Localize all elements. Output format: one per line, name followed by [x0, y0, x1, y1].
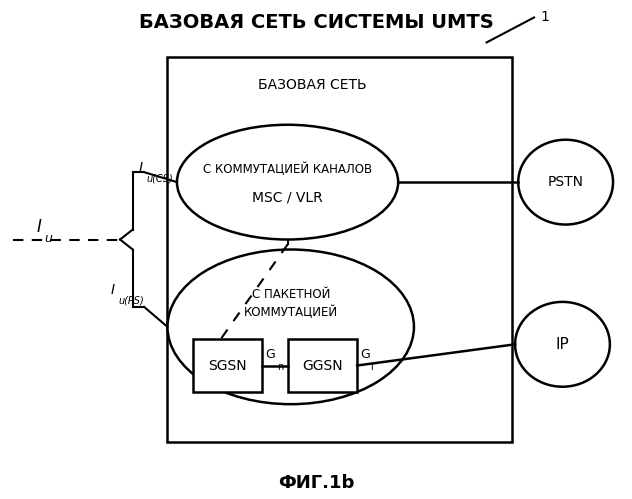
Text: I: I	[139, 161, 143, 175]
Text: SGSN: SGSN	[208, 358, 247, 373]
Text: I: I	[111, 283, 115, 297]
Text: G: G	[265, 347, 275, 360]
Text: n: n	[277, 361, 283, 371]
Text: PSTN: PSTN	[548, 175, 583, 189]
Text: С ПАКЕТНОЙ: С ПАКЕТНОЙ	[252, 288, 330, 301]
Text: u(PS): u(PS)	[118, 295, 144, 305]
Text: 1: 1	[540, 10, 549, 24]
FancyBboxPatch shape	[193, 339, 262, 392]
Text: GGSN: GGSN	[302, 358, 343, 373]
Text: G: G	[360, 347, 370, 360]
Ellipse shape	[518, 140, 613, 225]
Ellipse shape	[515, 302, 610, 387]
Text: I: I	[36, 218, 41, 236]
FancyBboxPatch shape	[167, 57, 512, 442]
Text: БАЗОВАЯ СЕТЬ: БАЗОВАЯ СЕТЬ	[258, 78, 367, 92]
Text: С КОММУТАЦИЕЙ КАНАЛОВ: С КОММУТАЦИЕЙ КАНАЛОВ	[203, 163, 372, 176]
Ellipse shape	[177, 125, 398, 240]
Text: IP: IP	[556, 337, 569, 352]
Text: КОММУТАЦИЕЙ: КОММУТАЦИЕЙ	[244, 305, 337, 318]
Text: ФИГ.1b: ФИГ.1b	[278, 474, 354, 492]
Text: u(CS): u(CS)	[147, 173, 173, 183]
FancyBboxPatch shape	[288, 339, 357, 392]
Ellipse shape	[167, 250, 414, 404]
Text: БАЗОВАЯ СЕТЬ СИСТЕМЫ UMTS: БАЗОВАЯ СЕТЬ СИСТЕМЫ UMTS	[138, 13, 494, 32]
Text: MSC / VLR: MSC / VLR	[252, 190, 323, 204]
Text: i: i	[370, 361, 373, 371]
Text: u: u	[44, 232, 52, 245]
